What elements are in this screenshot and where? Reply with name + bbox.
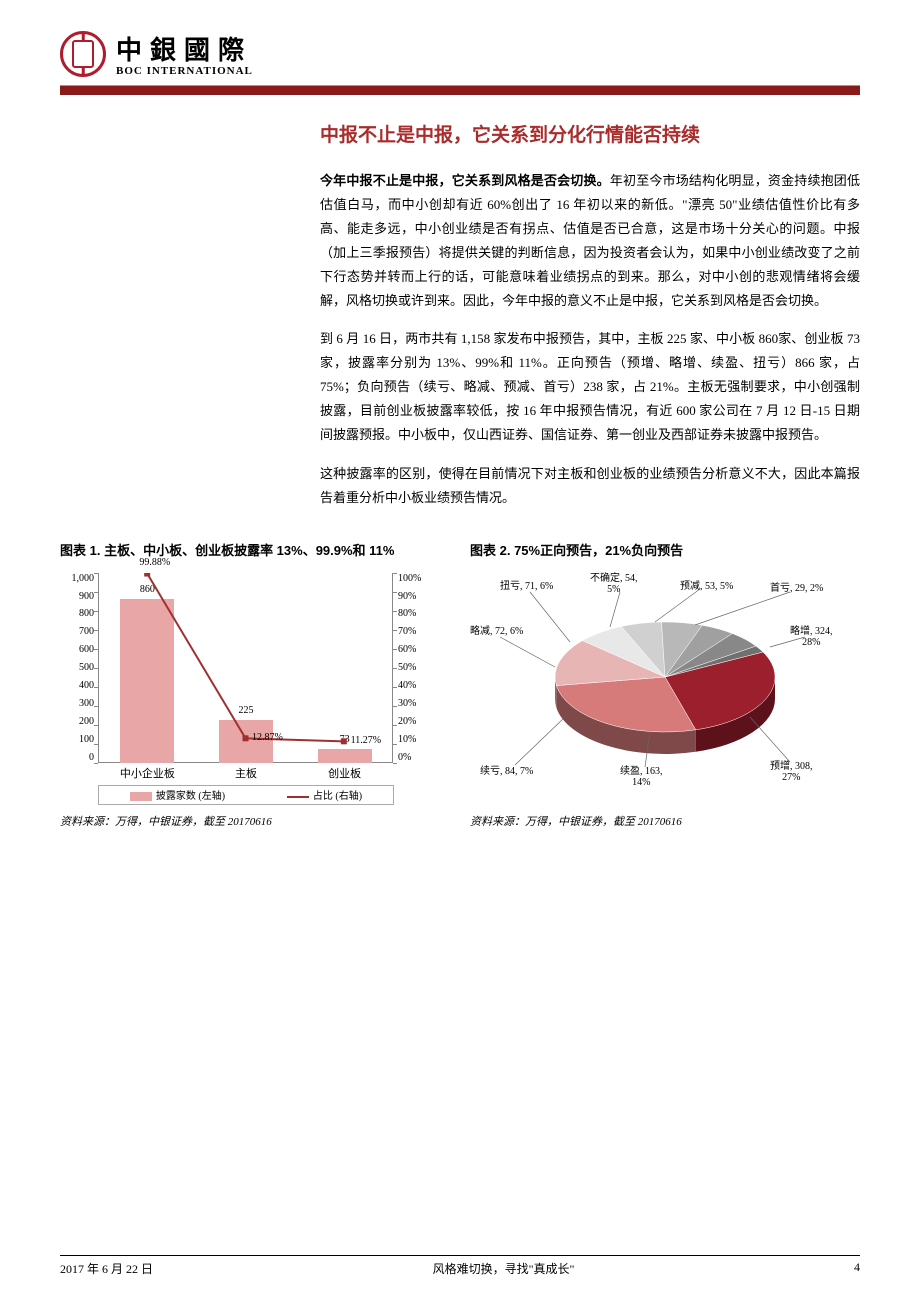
plot-area: 8602257399.88%12.87%11.27% [98, 573, 394, 763]
chart2-source: 资料来源：万得，中银证券，截至 20170616 [470, 813, 860, 829]
charts-row: 图表 1. 主板、中小板、创业板披露率 13%、99.9%和 11% 1,000… [60, 540, 860, 829]
bar: 860 [120, 599, 174, 762]
chart1-container: 图表 1. 主板、中小板、创业板披露率 13%、99.9%和 11% 1,000… [60, 540, 440, 829]
pie-label-4: 略减, 72, 6% [470, 622, 523, 637]
paragraph-1: 今年中报不止是中报，它关系到风格是否会切换。年初至今市场结构化明显，资金持续抱团… [320, 169, 860, 313]
footer: 2017 年 6 月 22 日 风格难切换，寻找"真成长" 4 [60, 1255, 860, 1277]
p1-lead: 今年中报不止是中报，它关系到风格是否会切换。 [320, 173, 610, 188]
footer-center: 风格难切换，寻找"真成长" [433, 1260, 575, 1277]
pie-label-0: 略增, 324,28% [790, 622, 833, 648]
body: 今年中报不止是中报，它关系到风格是否会切换。年初至今市场结构化明显，资金持续抱团… [320, 169, 860, 510]
line-value-label: 11.27% [351, 735, 381, 746]
report-title: 中报不止是中报，它关系到分化行情能否持续 [320, 120, 860, 147]
paragraph-2: 到 6 月 16 日，两市共有 1,158 家发布中报预告，其中，主板 225 … [320, 327, 860, 447]
p1-rest: 年初至今市场结构化明显，资金持续抱团低估值白马，而中小创却有近 60%创出了 1… [320, 173, 860, 308]
pie-label-1: 预增, 308,27% [770, 757, 813, 783]
logo-en: BOC INTERNATIONAL [116, 65, 253, 77]
pie-label-3: 续亏, 84, 7% [480, 762, 533, 777]
x-categories: 中小企业板主板创业板 [98, 765, 394, 781]
pie-label-5: 扭亏, 71, 6% [500, 577, 553, 592]
logo-cn: 中銀國際 [116, 30, 253, 67]
header: 中銀國際 BOC INTERNATIONAL [60, 30, 860, 77]
divider [60, 85, 860, 95]
chart1-legend: 披露家数 (左轴) 占比 (右轴) [98, 785, 394, 805]
chart2: 扭亏, 71, 6% 不确定, 54,5% 预减, 53, 5% 首亏, 29,… [470, 567, 860, 807]
pie-label-6: 不确定, 54,5% [590, 569, 638, 595]
page: 中銀國際 BOC INTERNATIONAL 中报不止是中报，它关系到分化行情能… [0, 0, 920, 1302]
chart1: 1,0009008007006005004003002001000 100%90… [60, 567, 430, 807]
footer-date: 2017 年 6 月 22 日 [60, 1260, 153, 1277]
line-value-label: 12.87% [252, 732, 283, 743]
y-axis-right: 100%90%80%70%60%50%40%30%20%10%0% [398, 573, 430, 763]
y-axis-left: 1,0009008007006005004003002001000 [60, 573, 94, 763]
line-value-label: 99.88% [139, 557, 170, 568]
pie-label-2: 续盈, 163,14% [620, 762, 663, 788]
chart2-container: 图表 2. 75%正向预告，21%负向预告 扭亏, 71, 6% 不确定, 54… [470, 540, 860, 829]
bar: 73 [318, 749, 372, 763]
boc-logo-icon [60, 31, 106, 77]
chart1-title: 图表 1. 主板、中小板、创业板披露率 13%、99.9%和 11% [60, 540, 440, 559]
paragraph-3: 这种披露率的区别，使得在目前情况下对主板和创业板的业绩预告分析意义不大，因此本篇… [320, 462, 860, 510]
footer-page: 4 [854, 1260, 860, 1277]
legend-line-label: 占比 (右轴) [313, 791, 362, 802]
chart1-source: 资料来源：万得，中银证券，截至 20170616 [60, 813, 440, 829]
legend-bar-label: 披露家数 (左轴) [156, 791, 225, 802]
chart2-title: 图表 2. 75%正向预告，21%负向预告 [470, 540, 860, 559]
logo-text: 中銀國際 BOC INTERNATIONAL [116, 30, 253, 77]
pie-label-7: 预减, 53, 5% [680, 577, 733, 592]
pie-label-8: 首亏, 29, 2% [770, 579, 823, 594]
